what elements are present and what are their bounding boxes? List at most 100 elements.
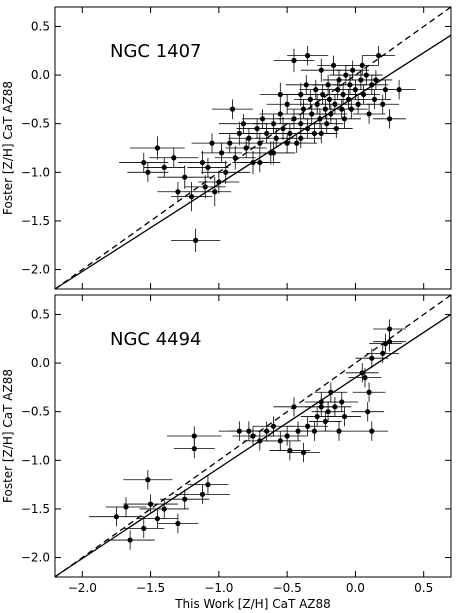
data-point bbox=[202, 184, 208, 190]
data-point bbox=[277, 91, 283, 98]
y-tick-label: 0.0 bbox=[31, 68, 50, 82]
one-to-one-dashed-line bbox=[54, 6, 452, 290]
data-point bbox=[298, 121, 304, 127]
x-tick-label: −1.5 bbox=[136, 581, 165, 595]
data-point bbox=[339, 399, 345, 405]
data-point bbox=[314, 413, 320, 420]
panel-ngc-4494: −2.0 −1.5 −1.0 −0.5 0.0 0.5 0.5 0.0 −0.5 −1.0 −1.5… bbox=[1, 294, 452, 611]
data-point bbox=[318, 404, 324, 410]
data-point bbox=[145, 169, 151, 175]
y-tick-label: −2.0 bbox=[21, 263, 50, 277]
data-point bbox=[254, 125, 260, 132]
data-point bbox=[322, 418, 328, 425]
y-tick-label: 0.5 bbox=[31, 307, 50, 321]
data-point bbox=[147, 501, 154, 507]
data-point bbox=[340, 91, 346, 98]
data-point bbox=[324, 121, 330, 127]
data-point bbox=[209, 140, 215, 146]
data-point bbox=[373, 77, 379, 83]
y-tick-label: −1.0 bbox=[21, 165, 50, 179]
data-point bbox=[330, 62, 337, 68]
x-tick-label: 0.0 bbox=[346, 581, 365, 595]
plot-frame-ngc-1407 bbox=[54, 6, 452, 290]
data-point bbox=[257, 140, 263, 146]
data-point bbox=[345, 96, 352, 102]
data-point bbox=[365, 409, 371, 415]
data-point bbox=[376, 53, 382, 59]
y-tick-label: 0.0 bbox=[31, 356, 50, 370]
data-point bbox=[284, 101, 290, 107]
ticks-ngc-4494: −2.0 −1.5 −1.0 −0.5 0.0 0.5 0.5 0.0 −0.5 −1.0 −1.5… bbox=[21, 295, 451, 595]
data-point bbox=[240, 121, 247, 127]
data-point bbox=[216, 179, 222, 185]
data-point bbox=[291, 116, 297, 122]
data-point bbox=[335, 87, 341, 93]
data-point bbox=[336, 428, 342, 434]
data-point bbox=[199, 159, 206, 166]
panel-title-ngc-4494: NGC 4494 bbox=[110, 329, 202, 350]
data-point bbox=[313, 87, 319, 93]
x-tick-label: 0.5 bbox=[414, 581, 433, 595]
data-point bbox=[380, 350, 386, 356]
data-point bbox=[287, 130, 293, 137]
y-tick-label: −1.5 bbox=[21, 502, 50, 516]
data-point bbox=[161, 164, 167, 171]
data-point bbox=[257, 159, 263, 166]
data-point bbox=[182, 174, 188, 180]
data-point bbox=[325, 82, 331, 88]
data-point bbox=[205, 164, 211, 171]
data-point bbox=[332, 101, 338, 107]
data-point bbox=[318, 67, 324, 73]
data-point bbox=[191, 433, 197, 439]
markers-ngc-4494 bbox=[113, 326, 393, 543]
y-tick-label: −0.5 bbox=[21, 117, 50, 131]
data-point bbox=[326, 96, 333, 102]
data-point bbox=[361, 91, 367, 98]
data-point bbox=[232, 155, 238, 161]
data-point bbox=[318, 130, 324, 137]
data-point bbox=[336, 77, 342, 83]
data-point bbox=[291, 57, 297, 64]
data-point bbox=[369, 82, 375, 88]
data-point bbox=[332, 404, 338, 410]
data-point bbox=[246, 135, 252, 141]
x-tick-label: −0.5 bbox=[273, 581, 302, 595]
data-point bbox=[250, 159, 256, 166]
data-point bbox=[322, 106, 328, 112]
data-point bbox=[350, 67, 356, 73]
data-point bbox=[250, 433, 256, 439]
data-point bbox=[243, 145, 249, 151]
data-point bbox=[309, 111, 315, 117]
data-point bbox=[371, 96, 378, 102]
panel-ngc-1407: 0.5 0.0 −0.5 −1.0 −1.5 −2.0 NGC 1407 Foster [… bbox=[1, 6, 452, 290]
data-point bbox=[300, 106, 307, 112]
data-point bbox=[284, 433, 290, 439]
data-point bbox=[320, 91, 326, 98]
data-point bbox=[218, 150, 225, 156]
data-point bbox=[294, 140, 300, 146]
data-point bbox=[257, 438, 263, 444]
data-point bbox=[277, 111, 283, 117]
data-point bbox=[325, 409, 331, 415]
data-point bbox=[264, 428, 270, 434]
data-point bbox=[212, 189, 218, 195]
data-point bbox=[291, 404, 297, 410]
data-point bbox=[191, 446, 197, 452]
data-point bbox=[236, 428, 242, 434]
data-point bbox=[141, 525, 147, 531]
y-axis-label-ngc-1407: Foster [Z/H] CaT AZ88 bbox=[1, 81, 15, 215]
data-point bbox=[347, 82, 353, 88]
data-point bbox=[311, 130, 318, 137]
y-tick-label: 0.5 bbox=[31, 19, 50, 33]
data-point bbox=[298, 91, 304, 98]
data-point bbox=[369, 428, 375, 434]
data-point bbox=[382, 341, 389, 347]
data-point bbox=[154, 145, 161, 151]
data-point bbox=[352, 87, 359, 93]
y-tick-label: −1.0 bbox=[21, 453, 50, 467]
data-point bbox=[280, 125, 286, 132]
data-point bbox=[359, 370, 365, 376]
data-point bbox=[199, 491, 206, 497]
